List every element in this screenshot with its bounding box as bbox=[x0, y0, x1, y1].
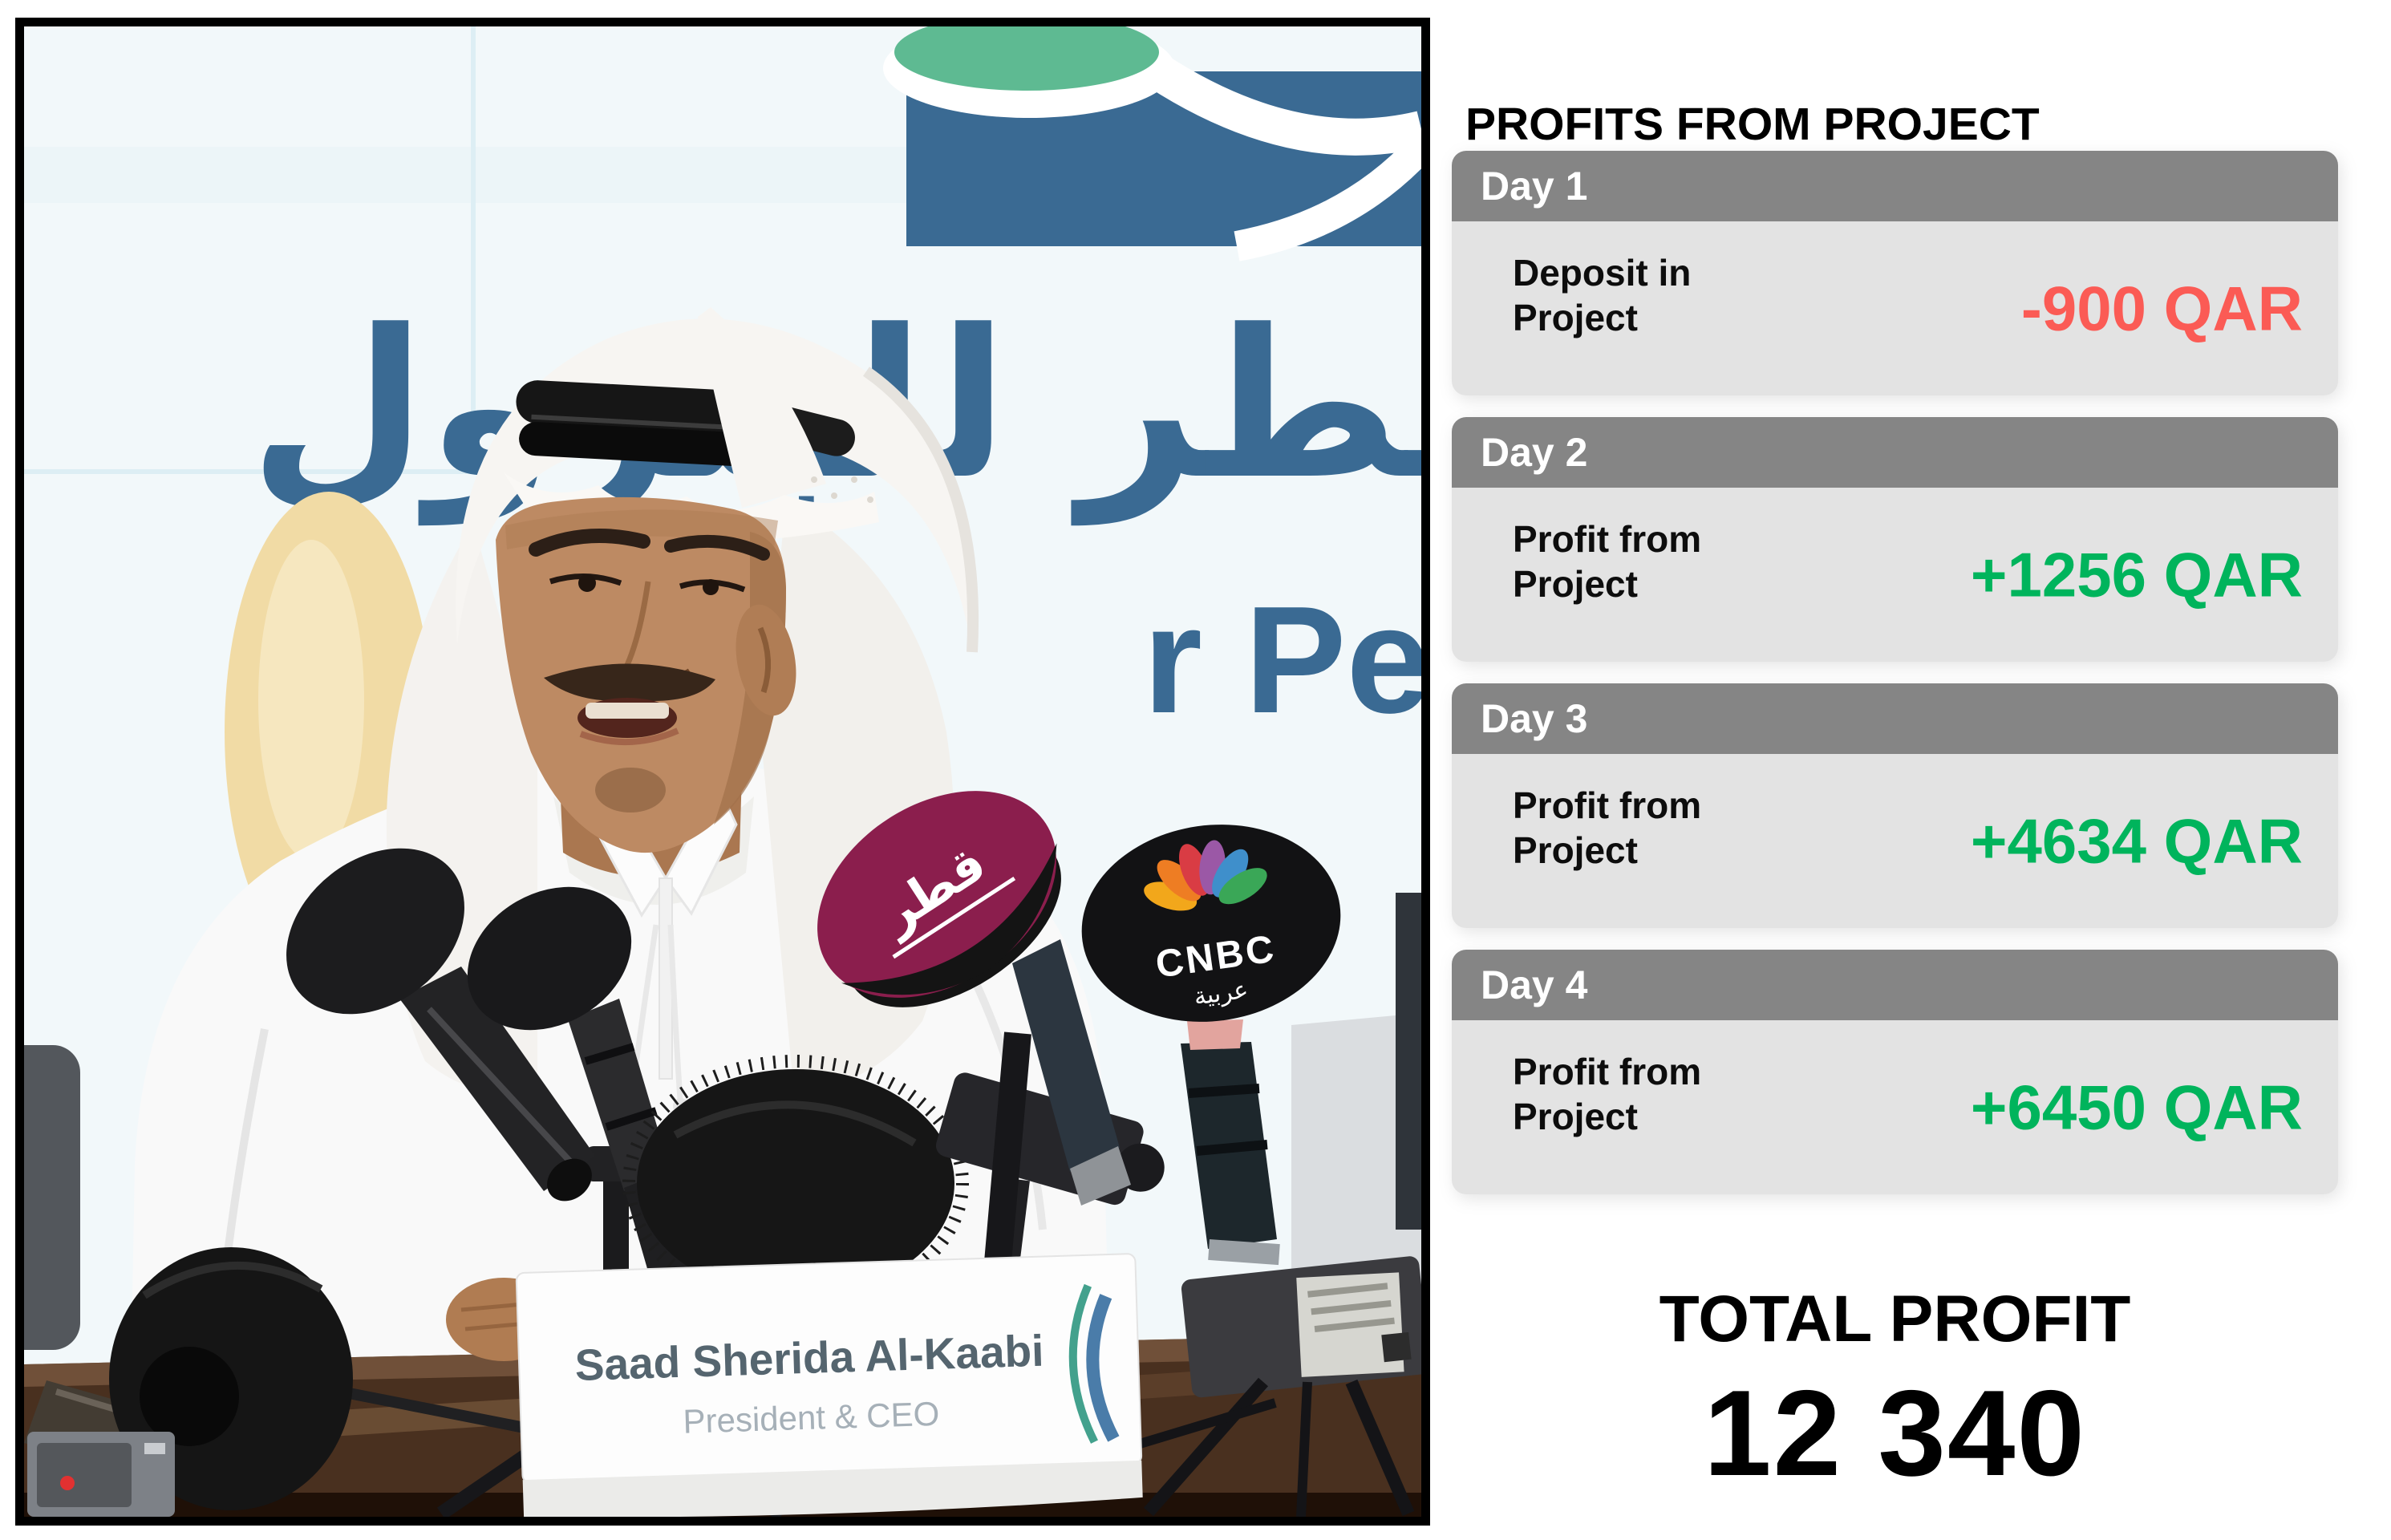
day-card-1: Day 1 Deposit in Project -900 QAR bbox=[1452, 151, 2338, 395]
entry-label: Profit from Project bbox=[1513, 784, 1702, 872]
entry-value: +1256 QAR bbox=[1970, 539, 2303, 610]
eye-right bbox=[703, 579, 719, 595]
qatar-tv-microphone: قطر bbox=[817, 791, 1131, 1410]
day-label: Day 2 bbox=[1481, 430, 1588, 475]
chin-beard bbox=[595, 768, 666, 813]
qatar-petroleum-logo bbox=[883, 26, 1421, 261]
nameplate-swoosh-blue bbox=[1086, 1294, 1120, 1442]
logo-green-leaf bbox=[894, 26, 1159, 91]
audio-recorder bbox=[27, 1432, 175, 1517]
entry-label: Deposit in Project bbox=[1513, 252, 1692, 339]
press-photo-illustration: قطر للبترول r Petrole bbox=[24, 26, 1421, 1517]
day-label: Day 1 bbox=[1481, 164, 1588, 209]
eyebrow-right bbox=[664, 534, 770, 561]
side-equipment bbox=[24, 1045, 80, 1350]
entry-label: Profit from Project bbox=[1513, 518, 1702, 606]
nameplate: Saad Sherida Al-Kaabi President & CEO bbox=[515, 1253, 1143, 1517]
profit-cards: Day 1 Deposit in Project -900 QAR Day 2 … bbox=[1452, 151, 2338, 1216]
page-title: PROFITS FROM PROJECT bbox=[1465, 99, 2040, 151]
day-card-body: Profit from Project +1256 QAR bbox=[1452, 488, 2338, 662]
day-card-header: Day 4 bbox=[1452, 950, 2338, 1020]
right-edge-pole bbox=[1396, 893, 1421, 1230]
day-card-body: Deposit in Project -900 QAR bbox=[1452, 221, 2338, 395]
microphone-left bbox=[286, 848, 595, 1202]
day-card-header: Day 2 bbox=[1452, 417, 2338, 488]
agal-band bbox=[516, 380, 772, 467]
day-card-header: Day 3 bbox=[1452, 683, 2338, 754]
nose bbox=[624, 581, 651, 667]
nameplate-title: President & CEO bbox=[683, 1395, 940, 1441]
entry-label: Profit from Project bbox=[1513, 1051, 1702, 1138]
total-profit-value: 12 340 bbox=[1704, 1365, 2086, 1502]
cnbc-microphone: CNBC عربية bbox=[1081, 825, 1341, 1266]
entry-value: +6450 QAR bbox=[1970, 1072, 2303, 1142]
mustache bbox=[544, 663, 715, 701]
total-profit-label: TOTAL PROFIT bbox=[1659, 1283, 2131, 1356]
press-photo: قطر للبترول r Petrole bbox=[15, 18, 1430, 1526]
wireless-transmitter bbox=[1181, 1256, 1421, 1398]
peacock-icon bbox=[1144, 840, 1267, 911]
day-card-4: Day 4 Profit from Project +6450 QAR bbox=[1452, 950, 2338, 1194]
day-card-2: Day 2 Profit from Project +1256 QAR bbox=[1452, 417, 2338, 662]
recording-led bbox=[60, 1476, 75, 1490]
day-card-body: Profit from Project +6450 QAR bbox=[1452, 1020, 2338, 1194]
day-card-body: Profit from Project +4634 QAR bbox=[1452, 754, 2338, 928]
day-card-header: Day 1 bbox=[1452, 151, 2338, 221]
nameplate-swoosh-teal bbox=[1068, 1283, 1098, 1444]
entry-value: -900 QAR bbox=[2020, 273, 2303, 343]
day-card-3: Day 3 Profit from Project +4634 QAR bbox=[1452, 683, 2338, 928]
backdrop-latin-text: r Petrole bbox=[1143, 575, 1421, 745]
eye-left bbox=[578, 574, 596, 592]
entry-value: +4634 QAR bbox=[1970, 805, 2303, 876]
collar-placket bbox=[659, 877, 673, 1080]
day-label: Day 3 bbox=[1481, 696, 1588, 741]
qatar-tv-mic-flag: قطر bbox=[817, 791, 1061, 1007]
day-label: Day 4 bbox=[1481, 962, 1588, 1007]
eyebrow-left bbox=[529, 528, 650, 557]
cnbc-mic-flag: CNBC عربية bbox=[1081, 825, 1341, 1022]
